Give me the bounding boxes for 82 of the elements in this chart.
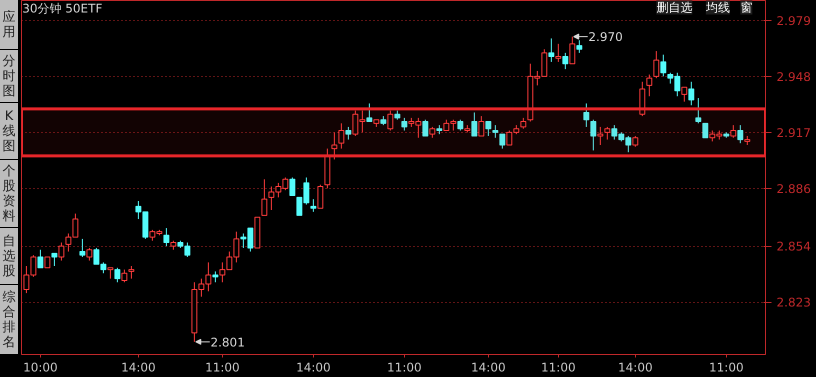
- candlestick: [79, 238, 86, 258]
- tab: K线图: [0, 103, 18, 159]
- candlestick: [485, 121, 492, 136]
- y-tick-label: 2.948: [776, 70, 811, 84]
- candlestick: [744, 135, 750, 146]
- candlestick: [520, 117, 526, 130]
- candlestick: [58, 242, 64, 262]
- candlestick: [107, 267, 114, 280]
- candlestick: [429, 126, 436, 138]
- candlestick: [394, 110, 400, 120]
- candlestick: [86, 247, 92, 262]
- candlestick: [555, 43, 562, 62]
- candlestick: [170, 240, 176, 250]
- tab: 分时图: [0, 50, 18, 102]
- annotation: 窗: [740, 0, 752, 14]
- tab: 综合排名: [0, 285, 18, 354]
- annotation: 2.970: [588, 30, 623, 44]
- candlestick: [457, 119, 464, 132]
- chart-title: 30分钟 50ETF: [22, 2, 102, 16]
- tab: 应用: [0, 0, 18, 49]
- x-tick-label: 11:00: [709, 360, 744, 374]
- candlestick: [366, 102, 372, 122]
- candlestick: [737, 124, 744, 144]
- candlestick: [51, 252, 58, 266]
- annotation: 均线: [704, 0, 730, 14]
- candlestick: [548, 38, 554, 62]
- candlestick: [387, 110, 394, 132]
- x-tick-label: 11:00: [205, 360, 240, 374]
- candlestick: [688, 81, 694, 106]
- candlestick: [660, 54, 666, 77]
- annotation: 2.801: [210, 335, 245, 350]
- candlestick: [212, 270, 218, 283]
- candlestick: [380, 116, 386, 126]
- candlestick: [597, 126, 604, 146]
- tab: 自选股: [0, 228, 18, 284]
- x-tick-label: 14:00: [121, 360, 156, 374]
- candlestick: [695, 98, 702, 124]
- y-tick-label: 2.917: [776, 126, 811, 140]
- y-tick-label: 2.886: [776, 182, 811, 196]
- candlestick: [604, 126, 610, 140]
- candlestick: [401, 117, 408, 132]
- candlestick: [331, 132, 338, 160]
- candlestick: [121, 269, 128, 283]
- candlestick: [345, 126, 352, 140]
- x-tick-label: 14:00: [618, 360, 653, 374]
- candlestick: [653, 50, 660, 79]
- candlestick: [576, 40, 582, 54]
- candlestick: [492, 124, 498, 138]
- candlestick: [562, 52, 568, 70]
- candlestick: [436, 124, 442, 135]
- x-tick-label: 11:00: [541, 360, 576, 374]
- candlestick: [471, 112, 478, 136]
- x-tick-label: 14:00: [296, 360, 331, 374]
- candlestick: [730, 124, 736, 138]
- candlestick: [646, 74, 652, 97]
- candlestick: [499, 134, 506, 150]
- y-tick-label: 2.979: [776, 14, 811, 28]
- tab: 个股资料: [0, 160, 18, 227]
- candlestick: [44, 256, 50, 268]
- y-tick-label: 2.823: [776, 296, 811, 310]
- candlestick: [569, 36, 576, 64]
- candlestick: [261, 178, 268, 216]
- candlestick: [478, 116, 484, 136]
- x-tick-label: 11:00: [387, 360, 422, 374]
- candlestick: [289, 177, 296, 196]
- candlestick: [422, 119, 428, 136]
- candlestick: [317, 184, 324, 209]
- x-tick-label: 14:00: [471, 360, 506, 374]
- candlestick: [702, 122, 708, 138]
- annotation: 删自选: [656, 0, 692, 14]
- candlestick: [338, 122, 344, 150]
- candlestick: [114, 267, 120, 283]
- y-tick-label: 2.854: [776, 240, 811, 254]
- candlestick: [37, 249, 44, 268]
- candlestick: [590, 119, 596, 151]
- candlestick: [163, 228, 170, 247]
- candlestick: [310, 198, 316, 212]
- candlestick: [128, 266, 134, 280]
- candlestick: [583, 102, 590, 128]
- x-tick-label: 10:00: [23, 360, 58, 374]
- candlestick: [632, 135, 638, 148]
- candlestick: [681, 86, 688, 102]
